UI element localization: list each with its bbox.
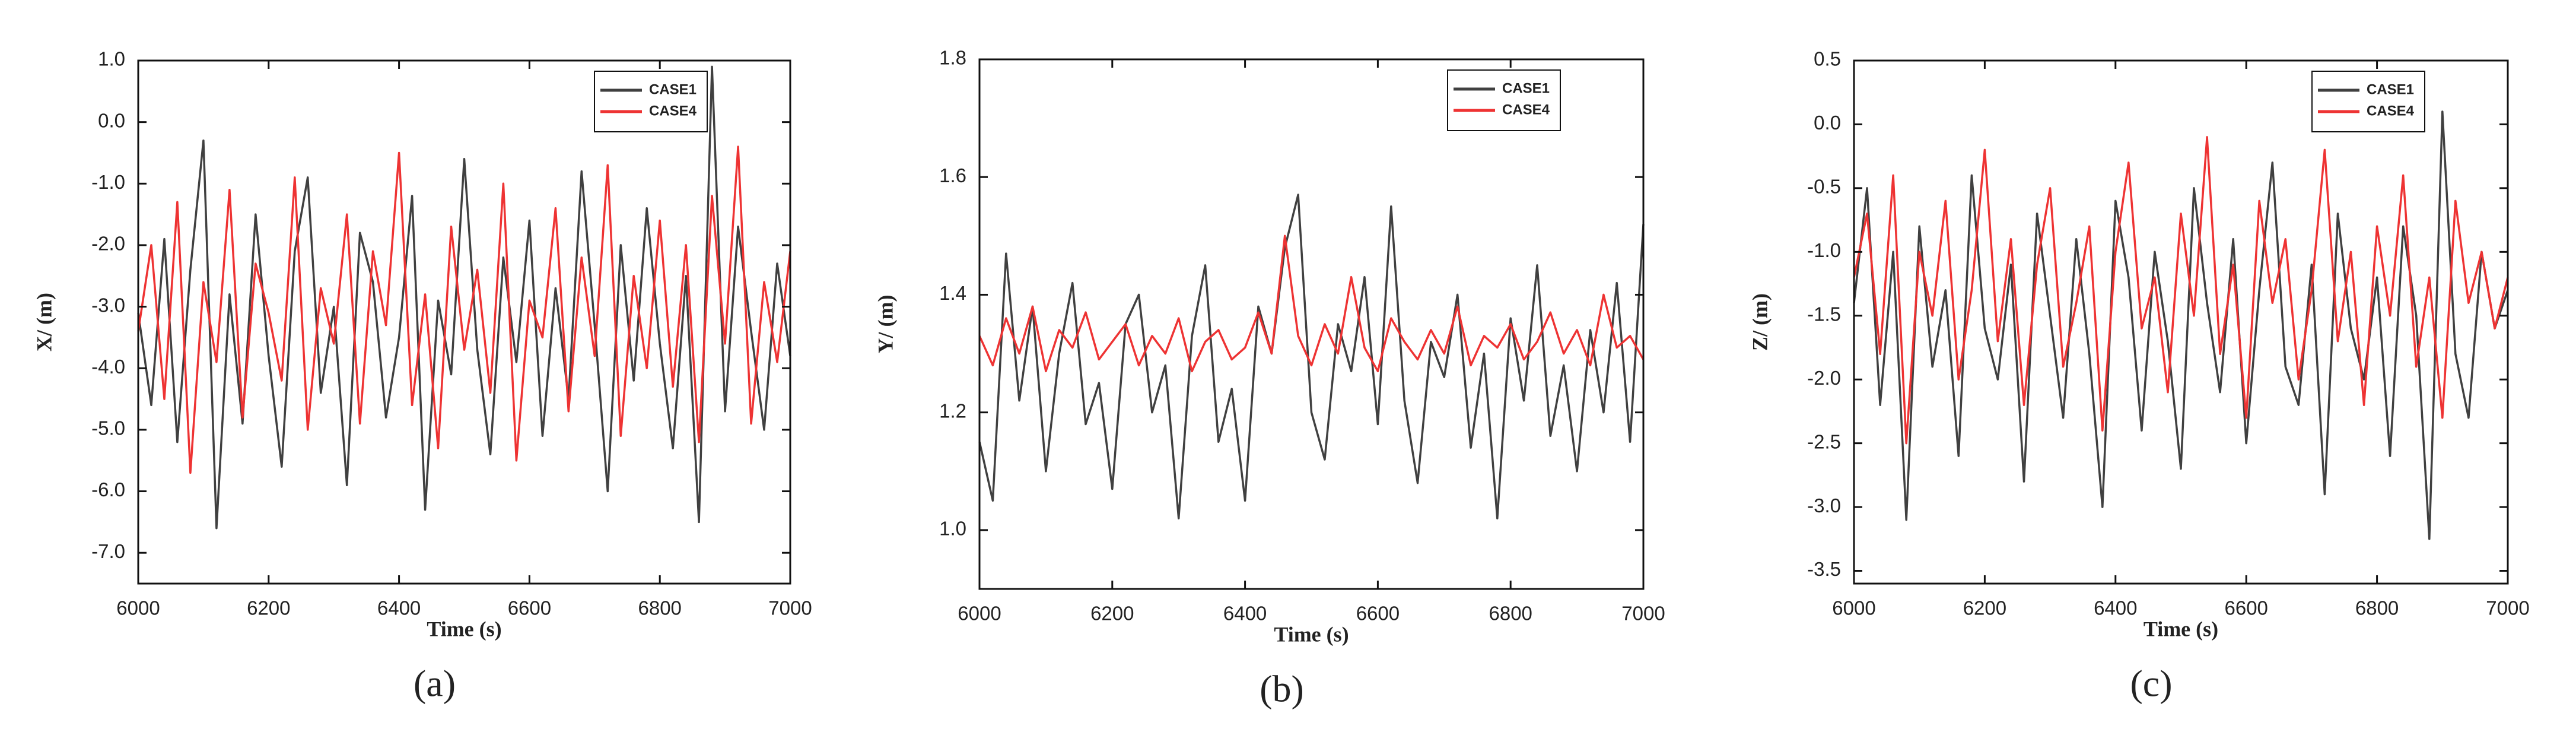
y-tick-label: -2.5 <box>1807 430 1841 452</box>
x-tick-label: 6200 <box>1963 597 2006 619</box>
panel: 1.0 0.0 -1.0 -2.0 -3.0 -4.0 -5.0 -6.0 -7.0 6000 62… <box>32 48 812 705</box>
y-tick-label: -2.0 <box>1807 367 1841 389</box>
y-tick-label: -1.0 <box>91 171 125 193</box>
y-tick-label: -7.0 <box>91 540 125 562</box>
x-tick-label: 6600 <box>508 597 551 619</box>
x-tick-label: 6000 <box>958 603 1001 625</box>
y-tick-label: -1.5 <box>1807 303 1841 325</box>
legend-label: CASE4 <box>1502 102 1550 118</box>
y-axis-title: X/ (m) <box>32 293 56 351</box>
x-tick-label: 6000 <box>116 597 160 619</box>
legend-box <box>594 71 708 132</box>
legend-label: CASE1 <box>1502 80 1550 96</box>
legend-label: CASE4 <box>2367 103 2415 119</box>
x-tick-label: 7000 <box>2486 597 2529 619</box>
x-axis-title: Time (s) <box>427 617 501 641</box>
y-axis-title: Y/ (m) <box>873 295 897 354</box>
panel: 0.5 0.0 -0.5 -1.0 -1.5 -2.0 -2.5 -3.0 -3.5 6000 62… <box>1748 48 2529 705</box>
y-tick-label: -3.0 <box>91 294 125 316</box>
x-tick-label: 6400 <box>1223 603 1267 625</box>
caption: (a) <box>414 663 456 705</box>
legend-box <box>2311 71 2425 132</box>
panel: 1.0 1.2 1.4 1.6 1.8 6000 6200 6400 6600 6800 7000 T… <box>873 47 1665 710</box>
legend-label: CASE4 <box>649 103 697 119</box>
y-tick-label: -4.0 <box>91 356 125 378</box>
y-tick-label: -3.0 <box>1807 495 1841 516</box>
y-tick-label: 1.0 <box>939 518 966 540</box>
x-tick-label: 6800 <box>2355 597 2399 619</box>
x-axis-title: Time (s) <box>2144 617 2218 641</box>
x-tick-label: 6800 <box>1489 603 1532 625</box>
y-tick-label: 1.4 <box>939 282 966 304</box>
series-line <box>137 65 791 530</box>
x-tick-label: 6800 <box>638 597 681 619</box>
legend-label: CASE1 <box>2367 81 2414 97</box>
y-tick-label: 0.5 <box>1814 48 1841 70</box>
y-axis-title: Z/ (m) <box>1748 293 1772 351</box>
caption: (c) <box>2130 663 2172 705</box>
x-tick-label: 6400 <box>2094 597 2137 619</box>
series-line <box>137 145 791 474</box>
y-tick-label: 0.0 <box>98 109 125 131</box>
x-tick-label: 6600 <box>2224 597 2267 619</box>
x-tick-label: 7000 <box>1621 603 1665 625</box>
y-tick-label: 1.0 <box>98 48 125 70</box>
y-tick-label: -2.0 <box>91 233 125 255</box>
series-line <box>1853 136 2509 445</box>
legend-label: CASE1 <box>649 81 697 97</box>
y-tick-label: -6.0 <box>91 479 125 500</box>
x-tick-label: 6200 <box>247 597 290 619</box>
y-tick-label: -0.5 <box>1807 176 1841 198</box>
x-tick-label: 7000 <box>768 597 812 619</box>
y-tick-label: 1.6 <box>939 164 966 186</box>
series-line <box>978 235 1645 373</box>
caption: (b) <box>1260 668 1304 710</box>
y-tick-label: -3.5 <box>1807 558 1841 580</box>
plot-frame <box>137 59 791 585</box>
series-line <box>978 194 1645 519</box>
y-tick-label: 0.0 <box>1814 112 1841 134</box>
x-tick-label: 6400 <box>377 597 421 619</box>
x-tick-label: 6200 <box>1090 603 1134 625</box>
plot-frame <box>1853 59 2509 585</box>
y-tick-label: -1.0 <box>1807 239 1841 261</box>
x-tick-label: 6000 <box>1832 597 1875 619</box>
y-tick-label: -5.0 <box>91 417 125 439</box>
series-line <box>1853 110 2509 540</box>
y-tick-label: 1.8 <box>939 47 966 69</box>
plot-frame <box>978 58 1645 590</box>
x-tick-label: 6600 <box>1356 603 1400 625</box>
legend-box <box>1447 69 1561 131</box>
y-tick-label: 1.2 <box>939 400 966 422</box>
x-axis-title: Time (s) <box>1274 622 1349 646</box>
